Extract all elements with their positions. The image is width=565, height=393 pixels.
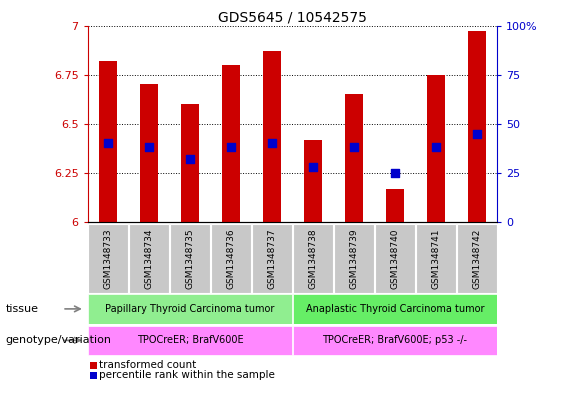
Bar xyxy=(99,61,118,222)
Bar xyxy=(345,94,363,222)
Point xyxy=(308,164,318,170)
Bar xyxy=(252,224,292,293)
Text: GSM1348735: GSM1348735 xyxy=(185,228,194,289)
Bar xyxy=(457,224,497,293)
Bar xyxy=(375,224,415,293)
Point xyxy=(267,140,276,147)
Bar xyxy=(293,224,333,293)
Text: genotype/variation: genotype/variation xyxy=(6,335,112,345)
Point xyxy=(431,144,440,151)
Point xyxy=(227,144,236,151)
Text: GSM1348733: GSM1348733 xyxy=(103,228,112,289)
Bar xyxy=(88,326,292,355)
Bar xyxy=(303,140,322,222)
Text: GSM1348736: GSM1348736 xyxy=(227,228,236,289)
Bar xyxy=(211,224,251,293)
Bar xyxy=(416,224,456,293)
Text: Papillary Thyroid Carcinoma tumor: Papillary Thyroid Carcinoma tumor xyxy=(105,304,275,314)
Text: tissue: tissue xyxy=(6,304,38,314)
Bar xyxy=(263,51,281,222)
Bar xyxy=(140,84,158,222)
Point xyxy=(145,144,154,151)
Bar xyxy=(170,224,210,293)
Text: percentile rank within the sample: percentile rank within the sample xyxy=(99,370,275,380)
Text: GSM1348734: GSM1348734 xyxy=(145,228,154,288)
Text: GSM1348742: GSM1348742 xyxy=(472,228,481,288)
Text: GSM1348738: GSM1348738 xyxy=(308,228,318,289)
Bar xyxy=(293,326,497,355)
Point xyxy=(185,156,194,162)
Point xyxy=(390,170,399,176)
Bar xyxy=(293,294,497,323)
Text: TPOCreER; BrafV600E: TPOCreER; BrafV600E xyxy=(137,335,244,345)
Bar xyxy=(88,224,128,293)
Bar xyxy=(181,104,199,222)
Text: transformed count: transformed count xyxy=(99,360,196,371)
Bar xyxy=(221,65,240,222)
Text: GSM1348741: GSM1348741 xyxy=(431,228,440,288)
Bar xyxy=(467,31,486,222)
Bar xyxy=(427,75,445,222)
Bar xyxy=(334,224,374,293)
Text: GSM1348739: GSM1348739 xyxy=(349,228,358,289)
Text: TPOCreER; BrafV600E; p53 -/-: TPOCreER; BrafV600E; p53 -/- xyxy=(322,335,467,345)
Text: Anaplastic Thyroid Carcinoma tumor: Anaplastic Thyroid Carcinoma tumor xyxy=(306,304,484,314)
Text: GSM1348740: GSM1348740 xyxy=(390,228,399,288)
Bar xyxy=(129,224,169,293)
Point xyxy=(103,140,112,147)
Point xyxy=(472,130,481,137)
Point xyxy=(349,144,358,151)
Text: GSM1348737: GSM1348737 xyxy=(267,228,276,289)
Bar xyxy=(88,294,292,323)
Bar xyxy=(385,189,404,222)
Title: GDS5645 / 10542575: GDS5645 / 10542575 xyxy=(218,10,367,24)
